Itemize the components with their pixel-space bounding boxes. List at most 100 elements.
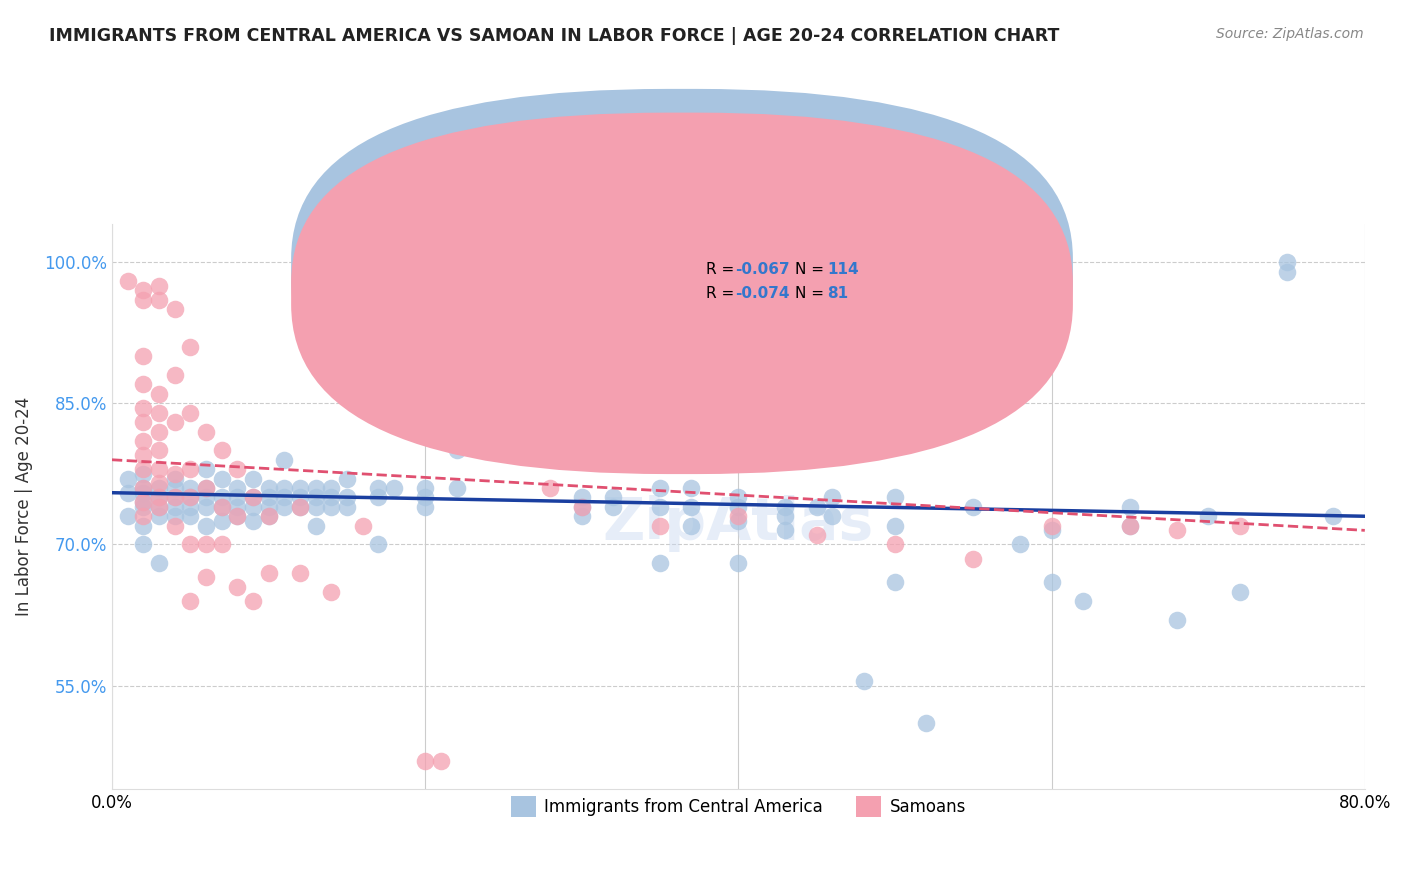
Point <box>132 415 155 429</box>
Point <box>148 491 170 505</box>
Point <box>321 481 343 495</box>
Point <box>194 425 217 439</box>
Point <box>852 673 875 688</box>
Point <box>132 495 155 509</box>
Point <box>148 481 170 495</box>
Point <box>806 528 828 542</box>
Point <box>163 368 186 382</box>
Point <box>132 518 155 533</box>
Text: N =: N = <box>794 262 828 277</box>
Point <box>962 500 984 514</box>
Point <box>382 481 405 495</box>
Point <box>132 293 155 307</box>
Point <box>179 406 201 420</box>
Point <box>226 509 249 524</box>
Point <box>132 377 155 392</box>
Point <box>163 491 186 505</box>
Point <box>257 566 280 580</box>
Point <box>304 481 326 495</box>
Point <box>321 584 343 599</box>
Point <box>148 476 170 491</box>
Point <box>571 509 593 524</box>
Point <box>727 500 749 514</box>
Point <box>242 594 264 608</box>
Point <box>492 368 515 382</box>
Point <box>648 481 671 495</box>
Point <box>226 462 249 476</box>
Text: N =: N = <box>794 285 828 301</box>
Point <box>226 481 249 495</box>
Point <box>211 537 233 551</box>
Point <box>148 509 170 524</box>
Point <box>336 500 359 514</box>
Point <box>257 481 280 495</box>
Point <box>413 754 436 768</box>
Point <box>1010 537 1032 551</box>
Text: R =: R = <box>706 262 740 277</box>
Text: IMMIGRANTS FROM CENTRAL AMERICA VS SAMOAN IN LABOR FORCE | AGE 20-24 CORRELATION: IMMIGRANTS FROM CENTRAL AMERICA VS SAMOA… <box>49 27 1060 45</box>
Point <box>163 481 186 495</box>
Point <box>148 293 170 307</box>
Point <box>148 500 170 514</box>
Point <box>884 537 907 551</box>
Y-axis label: In Labor Force | Age 20-24: In Labor Force | Age 20-24 <box>15 397 32 616</box>
Point <box>117 274 139 288</box>
Point <box>367 491 389 505</box>
Point <box>194 481 217 495</box>
Point <box>163 467 186 481</box>
Point <box>179 481 201 495</box>
Point <box>194 518 217 533</box>
Point <box>304 518 326 533</box>
Point <box>132 467 155 481</box>
Point <box>132 401 155 415</box>
Point <box>775 524 797 538</box>
Point <box>446 481 468 495</box>
Point <box>884 575 907 590</box>
Point <box>179 491 201 505</box>
Point <box>226 500 249 514</box>
Point <box>132 434 155 448</box>
Point <box>132 481 155 495</box>
Point <box>242 500 264 514</box>
Point <box>523 415 546 429</box>
Point <box>1322 509 1344 524</box>
Point <box>179 491 201 505</box>
Point <box>288 500 311 514</box>
Point <box>648 500 671 514</box>
Point <box>321 491 343 505</box>
Point <box>226 509 249 524</box>
Point <box>179 537 201 551</box>
Point <box>648 518 671 533</box>
Point <box>163 302 186 317</box>
FancyBboxPatch shape <box>654 245 953 312</box>
Text: 81: 81 <box>827 285 848 301</box>
Point <box>681 500 703 514</box>
Point <box>1040 575 1063 590</box>
Point <box>132 349 155 363</box>
Point <box>226 580 249 594</box>
Point <box>336 472 359 486</box>
Point <box>602 491 624 505</box>
Point <box>132 462 155 476</box>
Point <box>194 500 217 514</box>
Point <box>211 500 233 514</box>
Point <box>132 509 155 524</box>
Point <box>821 509 844 524</box>
Point <box>288 566 311 580</box>
Point <box>194 570 217 584</box>
Point <box>1071 594 1094 608</box>
Point <box>211 472 233 486</box>
Point <box>1275 264 1298 278</box>
Point <box>194 481 217 495</box>
Point <box>915 716 938 731</box>
Point <box>163 518 186 533</box>
Point <box>242 514 264 528</box>
Point <box>681 481 703 495</box>
Point <box>194 491 217 505</box>
Point <box>430 754 453 768</box>
Point <box>194 462 217 476</box>
Point <box>727 557 749 571</box>
Point <box>194 537 217 551</box>
Point <box>132 495 155 509</box>
Point <box>211 443 233 458</box>
